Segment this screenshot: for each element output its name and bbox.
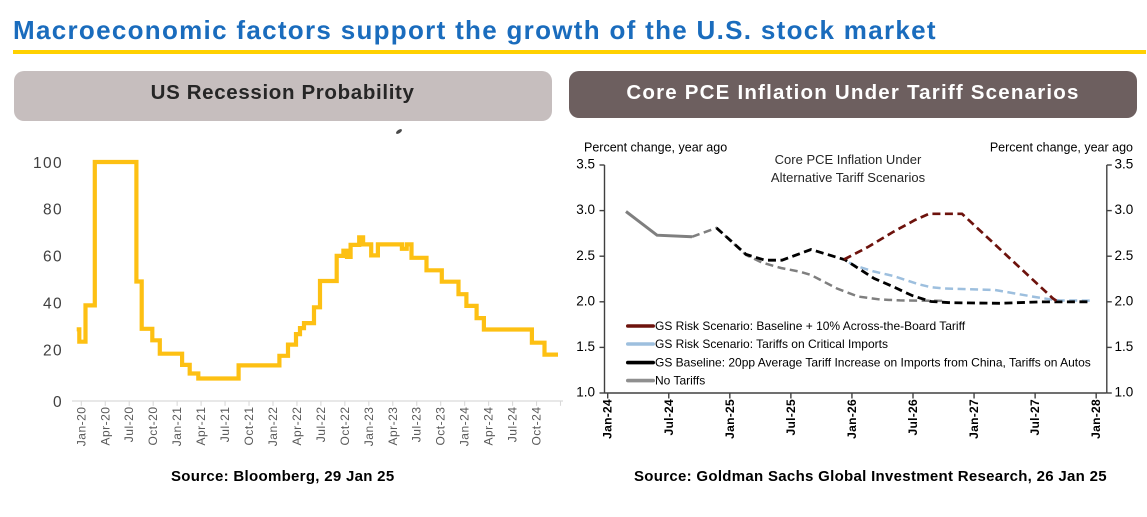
svg-text:Oct-22: Oct-22: [338, 407, 352, 446]
svg-text:Jan-24: Jan-24: [601, 399, 615, 439]
svg-text:Apr-20: Apr-20: [98, 407, 112, 446]
svg-text:3.5: 3.5: [576, 157, 595, 172]
svg-text:Oct-20: Oct-20: [146, 407, 160, 446]
svg-text:Jan-24: Jan-24: [458, 407, 472, 447]
svg-text:Percent change, year ago: Percent change, year ago: [584, 141, 727, 155]
svg-text:Jan-20: Jan-20: [74, 407, 88, 447]
svg-text:Apr-23: Apr-23: [386, 407, 400, 446]
svg-text:Jul-27: Jul-27: [1028, 399, 1042, 436]
svg-text:Apr-24: Apr-24: [482, 407, 496, 446]
svg-text:2.0: 2.0: [576, 293, 595, 308]
svg-text:GS Baseline: 20pp Average Tari: GS Baseline: 20pp Average Tariff Increas…: [655, 356, 1091, 370]
svg-text:3.5: 3.5: [1115, 157, 1134, 172]
svg-text:Jan-28: Jan-28: [1089, 399, 1103, 439]
svg-text:Jan-26: Jan-26: [845, 399, 859, 439]
svg-text:Jul-26: Jul-26: [906, 399, 920, 436]
svg-text:Jan-22: Jan-22: [266, 407, 280, 447]
svg-text:Oct-21: Oct-21: [242, 407, 256, 446]
svg-text:Jul-25: Jul-25: [784, 399, 798, 436]
svg-text:80: 80: [43, 202, 63, 219]
svg-text:Jan-25: Jan-25: [723, 399, 737, 439]
svg-text:Jan-21: Jan-21: [170, 407, 184, 447]
svg-text:Jul-20: Jul-20: [122, 407, 136, 443]
svg-text:Percent change, year ago: Percent change, year ago: [990, 141, 1133, 155]
svg-text:GS Risk Scenario: Tariffs on C: GS Risk Scenario: Tariffs on Critical Im…: [655, 337, 888, 351]
svg-text:40: 40: [43, 295, 63, 312]
svg-text:Apr-22: Apr-22: [290, 407, 304, 446]
svg-text:Jul-24: Jul-24: [662, 399, 676, 436]
svg-text:2.5: 2.5: [1115, 248, 1134, 263]
svg-text:1.5: 1.5: [576, 339, 595, 354]
svg-text:Jan-27: Jan-27: [967, 399, 981, 439]
svg-text:Jul-22: Jul-22: [314, 407, 328, 443]
svg-text:0: 0: [53, 394, 63, 411]
svg-text:Apr-21: Apr-21: [194, 407, 208, 446]
svg-text:Jul-21: Jul-21: [218, 407, 232, 443]
svg-text:3.0: 3.0: [1115, 202, 1134, 217]
svg-text:Oct-24: Oct-24: [530, 407, 544, 446]
svg-text:Jan-23: Jan-23: [362, 407, 376, 447]
svg-text:60: 60: [43, 249, 63, 266]
svg-text:Jul-24: Jul-24: [506, 407, 520, 443]
svg-text:2.5: 2.5: [576, 248, 595, 263]
svg-text:GS Risk Scenario: Baseline + 1: GS Risk Scenario: Baseline + 10% Across-…: [655, 319, 966, 333]
svg-text:1.0: 1.0: [1115, 385, 1134, 400]
svg-text:Alternative Tariff Scenarios: Alternative Tariff Scenarios: [771, 170, 926, 185]
svg-text:No Tariffs: No Tariffs: [655, 374, 705, 388]
svg-text:Core PCE Inflation Under: Core PCE Inflation Under: [775, 152, 922, 167]
svg-text:1.5: 1.5: [1115, 339, 1134, 354]
svg-text:100: 100: [33, 155, 63, 172]
svg-text:2.0: 2.0: [1115, 293, 1134, 308]
svg-text:20: 20: [43, 343, 63, 360]
svg-text:3.0: 3.0: [576, 202, 595, 217]
svg-text:Oct-23: Oct-23: [434, 407, 448, 446]
svg-text:1.0: 1.0: [576, 385, 595, 400]
svg-text:Jul-23: Jul-23: [410, 407, 424, 443]
